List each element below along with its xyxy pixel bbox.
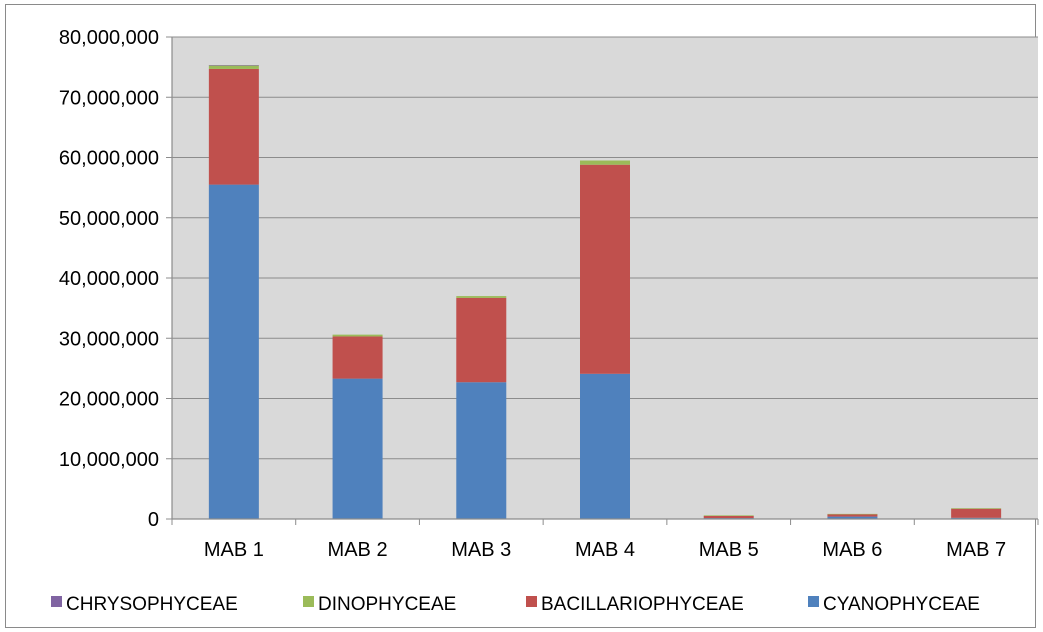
bar-dinophyceae-5 [703, 515, 754, 516]
bar-bacillariophyceae-4 [580, 164, 630, 374]
y-tick-label: 50,000,000 [59, 208, 159, 230]
axes [171, 37, 1039, 525]
bar-bacillariophyceae-1 [208, 68, 259, 185]
legend-swatch [303, 596, 314, 607]
x-tick-label: MAB 2 [328, 539, 388, 561]
legend-swatch [808, 596, 819, 607]
legend: CHRYSOPHYCEAE DINOPHYCEAE BACILLARIOPHYCEA… [51, 594, 980, 615]
legend-item: CHRYSOPHYCEAE [51, 594, 238, 615]
bar-dinophyceae-6 [827, 513, 878, 515]
bar-dinophyceae-2 [332, 334, 383, 337]
legend-swatch [526, 596, 537, 607]
legend-item: DINOPHYCEAE [303, 594, 456, 615]
bar-dinophyceae-1 [208, 65, 259, 69]
bar-bacillariophyceae-3 [456, 297, 507, 383]
y-tick-label: 10,000,000 [59, 449, 159, 471]
bar-cyanophyceae-3 [456, 382, 507, 519]
x-tick-label: MAB 1 [204, 539, 264, 561]
bar-cyanophyceae-2 [332, 378, 383, 519]
legend-label: BACILLARIOPHYCEAE [541, 594, 744, 615]
bar-cyanophyceae-7 [951, 517, 1002, 519]
legend-swatch [51, 596, 62, 607]
y-tick-label: 20,000,000 [59, 389, 159, 411]
bar-bacillariophyceae-5 [703, 515, 754, 519]
y-tick-label: 0 [148, 509, 159, 531]
y-tick-labels: 0 10,000,000 20,000,000 30,000,000 40,000,00… [59, 27, 159, 531]
bar-chrysophyceae-1 [208, 65, 259, 66]
y-tick-label: 60,000,000 [59, 148, 159, 170]
bars [208, 65, 1002, 520]
bar-cyanophyceae-6 [827, 516, 878, 519]
bar-dinophyceae-7 [951, 508, 1002, 509]
y-tick-label: 70,000,000 [59, 87, 159, 109]
bar-dinophyceae-4 [580, 160, 630, 165]
x-tick-label: MAB 6 [822, 539, 882, 561]
y-tick-label: 80,000,000 [59, 27, 159, 49]
x-tick-label: MAB 3 [451, 539, 511, 561]
legend-label: DINOPHYCEAE [318, 594, 456, 615]
y-tick-label: 30,000,000 [59, 328, 159, 350]
legend-label: CHRYSOPHYCEAE [66, 594, 238, 615]
x-tick-label: MAB 7 [946, 539, 1006, 561]
bar-cyanophyceae-4 [580, 373, 630, 519]
x-tick-label: MAB 5 [699, 539, 759, 561]
legend-label: CYANOPHYCEAE [823, 594, 980, 615]
y-tick-label: 40,000,000 [59, 268, 159, 290]
bar-bacillariophyceae-6 [827, 514, 878, 517]
bar-bacillariophyceae-2 [332, 336, 383, 379]
bar-bacillariophyceae-7 [951, 508, 1002, 518]
bar-cyanophyceae-1 [208, 184, 259, 520]
legend-item: BACILLARIOPHYCEAE [526, 594, 744, 615]
x-tick-labels: MAB 1 MAB 2 MAB 3 MAB 4 MAB 5 MAB 6 MAB 7 [204, 539, 1006, 561]
bar-dinophyceae-3 [456, 296, 507, 298]
legend-item: CYANOPHYCEAE [808, 594, 980, 615]
x-tick-label: MAB 4 [575, 539, 635, 561]
